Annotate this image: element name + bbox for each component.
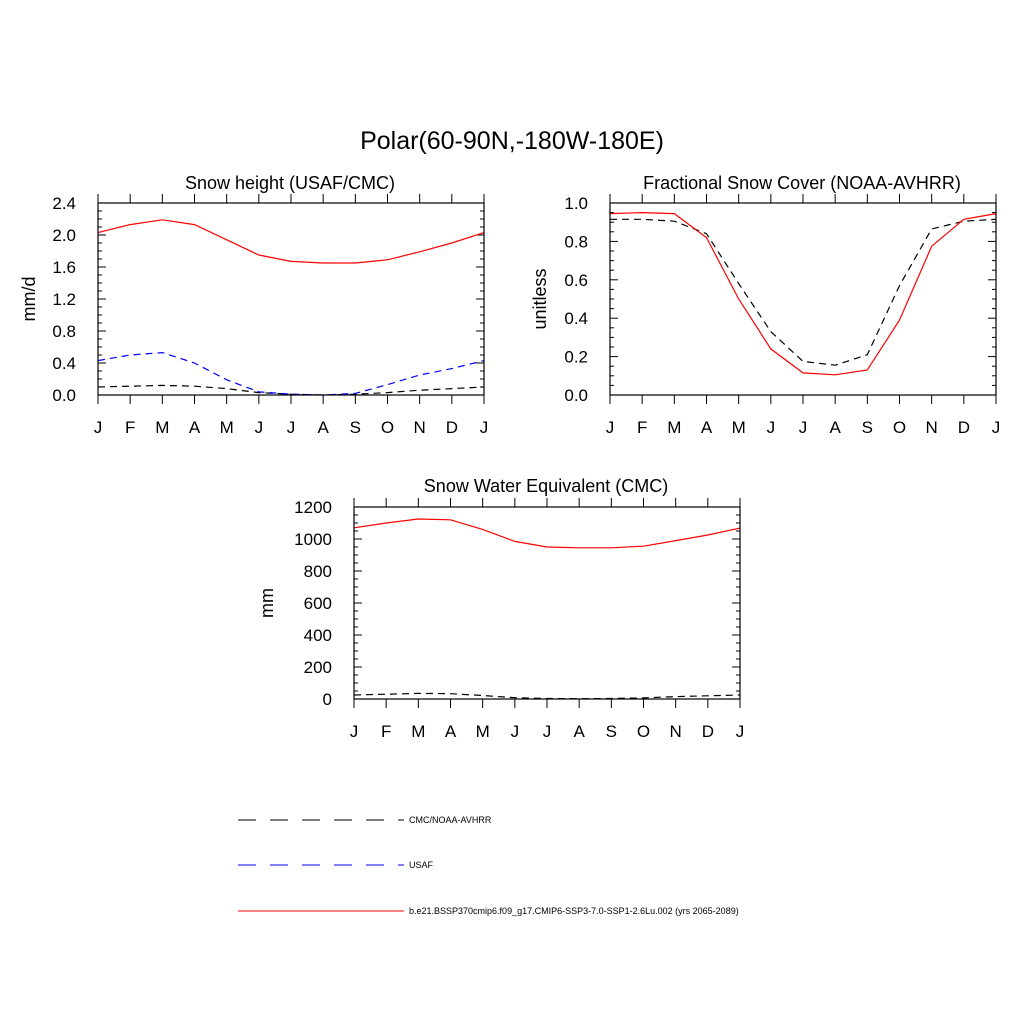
legend-label: CMC/NOAA-AVHRR xyxy=(409,815,492,825)
series-line xyxy=(97,384,485,396)
x-tick-label: J xyxy=(480,418,489,437)
y-tick-label: 0.6 xyxy=(564,271,588,290)
x-tick-label: J xyxy=(736,722,745,741)
x-tick-label: D xyxy=(958,418,970,437)
x-tick-label: O xyxy=(381,418,394,437)
series-line xyxy=(353,518,741,549)
y-tick-label: 0.8 xyxy=(52,322,76,341)
x-tick-label: J xyxy=(350,722,359,741)
x-tick-label: S xyxy=(606,722,617,741)
x-tick-label: J xyxy=(94,418,103,437)
y-tick-label: 0.8 xyxy=(564,232,588,251)
y-axis-label: mm xyxy=(257,588,277,618)
x-tick-label: A xyxy=(189,418,201,437)
panel-title: Snow height (USAF/CMC) xyxy=(185,173,395,193)
panel-snow-water-equivalent: Snow Water Equivalent (CMC) mm 0 200 400 60… xyxy=(257,476,744,741)
x-tick-label: F xyxy=(381,722,391,741)
x-tick-label: A xyxy=(701,418,713,437)
panel-title: Snow Water Equivalent (CMC) xyxy=(424,476,668,496)
x-tick-label: A xyxy=(573,722,585,741)
y-axis-label: unitless xyxy=(530,268,550,329)
plot-area: 0.00.20.40.60.81.0J F M A M J J A S O N D J xyxy=(564,194,1000,437)
y-tick-label: 2.4 xyxy=(52,194,76,213)
series-line xyxy=(353,692,741,700)
y-tick-label: 0.0 xyxy=(564,386,588,405)
legend-label: USAF xyxy=(409,860,434,870)
x-tick-label: S xyxy=(862,418,873,437)
x-tick-label: S xyxy=(350,418,361,437)
plot-area: 0.00.40.81.21.62.02.4J F M A M J J A S O N D J xyxy=(52,194,488,437)
x-tick-label: J xyxy=(287,418,296,437)
y-tick-label: 0.4 xyxy=(52,354,76,373)
x-tick-label: J xyxy=(511,722,520,741)
series-line xyxy=(609,211,997,376)
y-tick-label: 0.0 xyxy=(52,386,76,405)
x-tick-label: M xyxy=(732,418,746,437)
x-tick-label: A xyxy=(317,418,329,437)
y-tick-label: 400 xyxy=(304,626,332,645)
x-tick-label: M xyxy=(411,722,425,741)
plot-frame xyxy=(353,506,741,700)
x-tick-label: J xyxy=(799,418,808,437)
plot-frame xyxy=(97,202,485,396)
x-tick-label: J xyxy=(255,418,264,437)
x-tick-label: J xyxy=(992,418,1001,437)
y-tick-label: 1200 xyxy=(294,498,332,517)
legend: CMC/NOAA-AVHRR USAF b.e21.BSSP370cmip6.f09… xyxy=(238,815,739,916)
series-line xyxy=(97,351,485,396)
x-tick-label: O xyxy=(893,418,906,437)
x-tick-label: M xyxy=(667,418,681,437)
y-tick-label: 0.2 xyxy=(564,348,588,367)
y-tick-label: 1.6 xyxy=(52,258,76,277)
y-tick-label: 800 xyxy=(304,562,332,581)
x-tick-label: N xyxy=(926,418,938,437)
panel-snow-height: Snow height (USAF/CMC) mm/d 0.0 0.4 0.8 1.2… xyxy=(19,173,488,437)
legend-label: b.e21.BSSP370cmip6.f09_g17.CMIP6-SSP3-7.… xyxy=(409,906,739,916)
x-tick-label: A xyxy=(445,722,457,741)
y-tick-label: 0 xyxy=(323,690,332,709)
x-tick-label: D xyxy=(702,722,714,741)
x-tick-label: N xyxy=(670,722,682,741)
y-tick-label: 600 xyxy=(304,594,332,613)
figure-title: Polar(60-90N,-180W-180E) xyxy=(360,127,664,155)
y-axis-label: mm/d xyxy=(19,277,39,322)
y-tick-label: 1.0 xyxy=(564,194,588,213)
x-tick-label: N xyxy=(414,418,426,437)
x-tick-label: A xyxy=(829,418,841,437)
y-tick-label: 1000 xyxy=(294,530,332,549)
y-tick-label: 0.4 xyxy=(564,309,588,328)
series-line xyxy=(97,219,485,264)
x-tick-label: J xyxy=(606,418,615,437)
y-tick-label: 200 xyxy=(304,658,332,677)
panel-fractional-snow-cover: Fractional Snow Cover (NOAA-AVHRR) unitl… xyxy=(530,173,1000,437)
x-tick-label: M xyxy=(476,722,490,741)
y-tick-label: 2.0 xyxy=(52,226,76,245)
x-tick-label: O xyxy=(637,722,650,741)
series-line xyxy=(610,218,997,366)
x-tick-label: J xyxy=(543,722,552,741)
y-tick-label: 1.2 xyxy=(52,290,76,309)
plot-frame xyxy=(609,202,997,396)
x-tick-label: M xyxy=(155,418,169,437)
x-tick-label: F xyxy=(125,418,135,437)
x-tick-label: D xyxy=(446,418,458,437)
x-tick-label: J xyxy=(767,418,776,437)
x-tick-label: M xyxy=(220,418,234,437)
x-tick-label: F xyxy=(637,418,647,437)
panel-title: Fractional Snow Cover (NOAA-AVHRR) xyxy=(643,173,961,193)
